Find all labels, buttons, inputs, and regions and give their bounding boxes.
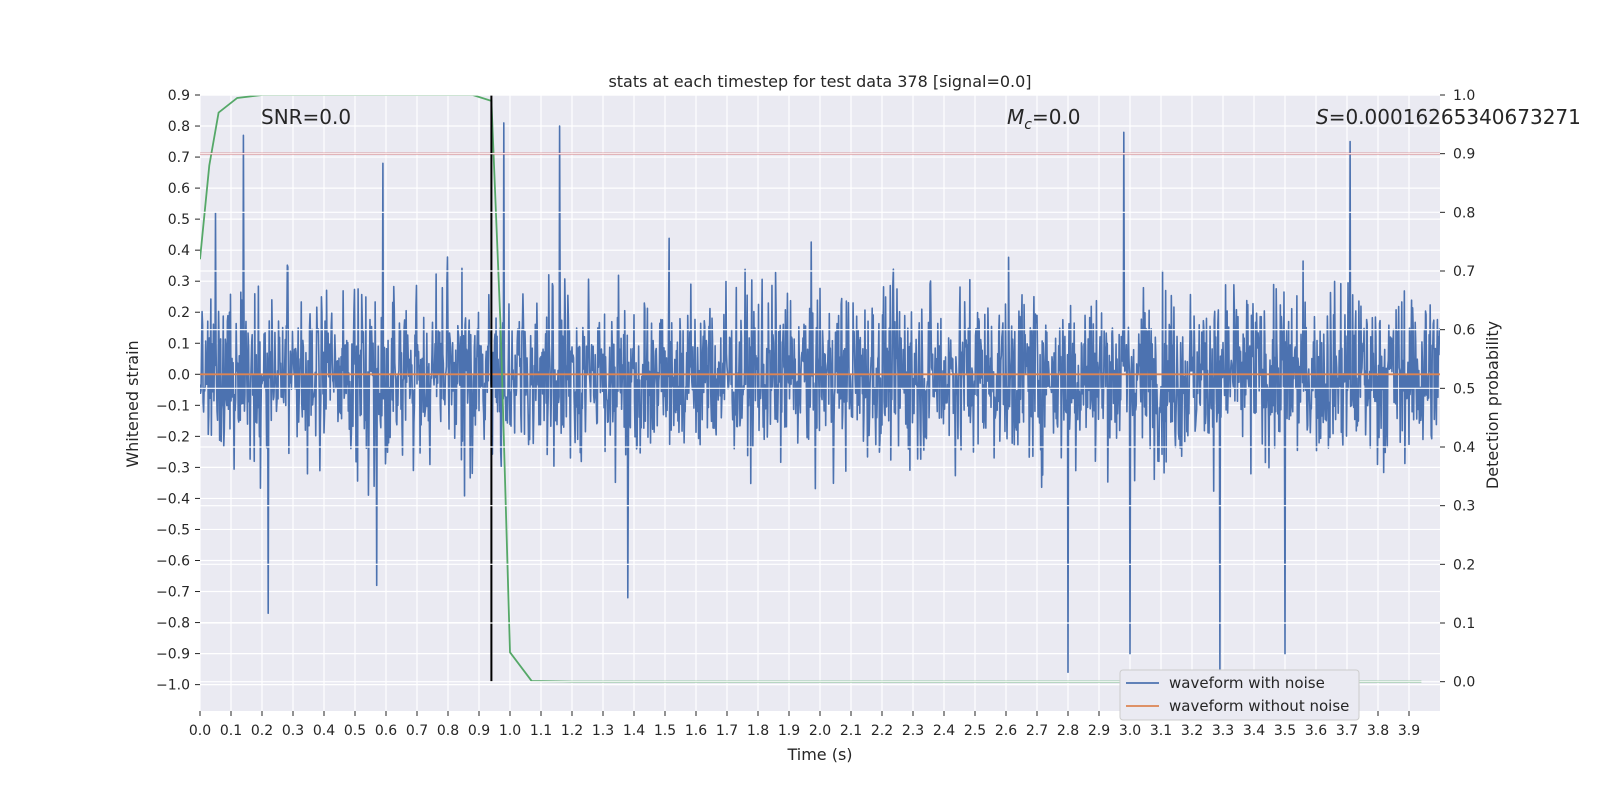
y2-tick-label: 0.5 <box>1453 381 1475 397</box>
s-annotation: S=0.00016265340673271 <box>1316 105 1581 129</box>
y2-tick-label: 0.0 <box>1453 675 1475 691</box>
x-tick-label: 1.1 <box>530 723 552 739</box>
legend-box <box>1119 669 1360 721</box>
x-tick-label: 3.1 <box>1150 723 1172 739</box>
x-tick-label: 2.8 <box>1057 723 1079 739</box>
y-tick-label: −1.0 <box>156 678 190 694</box>
x-tick-label: 3.3 <box>1212 723 1234 739</box>
x-tick-label: 1.6 <box>685 723 707 739</box>
y2-tick-label: 0.9 <box>1453 147 1475 163</box>
y-tick-label: 0.6 <box>168 181 190 197</box>
y-tick-label: −0.5 <box>156 522 190 538</box>
y-tick-label: 0.9 <box>168 88 190 104</box>
x-tick-label: 2.7 <box>1026 723 1048 739</box>
right-axis-gridlines <box>200 94 1440 683</box>
x-tick-label: 3.4 <box>1243 723 1265 739</box>
y-tick-label: −0.7 <box>156 585 190 601</box>
mc-annotation: Mc=0.0 <box>1007 105 1081 133</box>
x-tick-label: 0.0 <box>189 723 211 739</box>
x-tick-label: 1.3 <box>592 723 614 739</box>
y-tick-label: 0.8 <box>168 119 190 135</box>
x-tick-label: 1.4 <box>623 723 645 739</box>
x-tick-label: 3.8 <box>1367 723 1389 739</box>
s-value: =0.00016265340673271 <box>1329 105 1581 129</box>
series-waveform-with-noise <box>200 122 1440 674</box>
y2-tick-label: 0.8 <box>1453 205 1475 221</box>
y2-tick-label: 0.3 <box>1453 499 1475 515</box>
y-tick-label: −0.8 <box>156 616 190 632</box>
x-tick-label: 3.7 <box>1336 723 1358 739</box>
x-tick-label: 2.2 <box>871 723 893 739</box>
x-tick-label: 3.5 <box>1274 723 1296 739</box>
y-tick-label: 0.2 <box>168 305 190 321</box>
chart-title: stats at each timestep for test data 378… <box>608 72 1031 91</box>
y-tick-label: 0.1 <box>168 336 190 352</box>
x-tick-label: 1.5 <box>654 723 676 739</box>
x-axis-label: Time (s) <box>786 745 852 764</box>
y-tick-label: 0.5 <box>168 212 190 228</box>
x-tick-label: 3.9 <box>1398 723 1420 739</box>
y-tick-label: −0.9 <box>156 647 190 663</box>
y-tick-label: 0.7 <box>168 150 190 166</box>
x-tick-label: 0.6 <box>375 723 397 739</box>
x-tick-label: 2.4 <box>933 723 955 739</box>
x-tick-label: 0.8 <box>437 723 459 739</box>
x-tick-label: 1.0 <box>499 723 521 739</box>
y-tick-label: 0.4 <box>168 243 190 259</box>
x-tick-label: 1.9 <box>778 723 800 739</box>
axes: 0.0 0.1 0.2 0.3 0.4 0.5 0.6 0.7 0.8 0.9 1.0 1.1 1.2 1… <box>156 88 1475 739</box>
y-tick-label: −0.6 <box>156 553 190 569</box>
mc-symbol: M <box>1007 105 1024 129</box>
snr-annotation: SNR=0.0 <box>261 105 351 129</box>
legend-label-clean: waveform without noise <box>1169 697 1349 715</box>
mc-subscript: c <box>1024 117 1032 133</box>
series-waveform-with-noise <box>200 122 1440 674</box>
x-tick-label: 2.1 <box>840 723 862 739</box>
x-tick-label: 0.1 <box>220 723 242 739</box>
x-tick-label: 0.4 <box>313 723 335 739</box>
mc-value: =0.0 <box>1032 105 1081 129</box>
y-tick-label: 0.3 <box>168 274 190 290</box>
y2-tick-label: 1.0 <box>1453 88 1475 104</box>
y2-tick-label: 0.6 <box>1453 323 1475 339</box>
x-tick-label: 0.9 <box>468 723 490 739</box>
y2-tick-label: 0.7 <box>1453 264 1475 280</box>
s-symbol: S <box>1316 105 1329 129</box>
x-tick-label: 3.0 <box>1119 723 1141 739</box>
x-tick-label: 2.3 <box>902 723 924 739</box>
x-tick-label: 0.7 <box>406 723 428 739</box>
x-tick-label: 1.2 <box>561 723 583 739</box>
x-tick-label: 1.7 <box>716 723 738 739</box>
x-tick-label: 2.9 <box>1088 723 1110 739</box>
x-tick-label: 0.3 <box>282 723 304 739</box>
y-axis-label: Whitened strain <box>123 340 142 467</box>
x-tick-label: 0.2 <box>251 723 273 739</box>
legend-label-noise: waveform with noise <box>1169 674 1325 692</box>
y-tick-label: −0.4 <box>156 491 190 507</box>
x-tick-label: 3.6 <box>1305 723 1327 739</box>
y-tick-label: 0.0 <box>168 367 190 383</box>
y2-tick-label: 0.2 <box>1453 557 1475 573</box>
x-tick-label: 1.8 <box>747 723 769 739</box>
x-tick-label: 2.0 <box>809 723 831 739</box>
y-tick-label: −0.1 <box>156 398 190 414</box>
y2-tick-label: 0.4 <box>1453 440 1475 456</box>
legend: waveform with noise waveform without noi… <box>1119 669 1360 721</box>
y2-axis-label: Detection probability <box>1483 321 1502 489</box>
y-tick-label: −0.2 <box>156 429 190 445</box>
y2-tick-label: 0.1 <box>1453 616 1475 632</box>
y-tick-label: −0.3 <box>156 460 190 476</box>
x-tick-label: 2.5 <box>964 723 986 739</box>
x-tick-label: 2.6 <box>995 723 1017 739</box>
x-tick-label: 3.2 <box>1181 723 1203 739</box>
x-tick-label: 0.5 <box>344 723 366 739</box>
